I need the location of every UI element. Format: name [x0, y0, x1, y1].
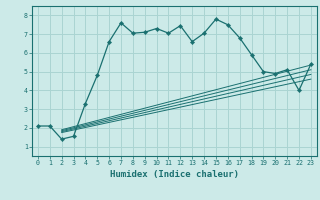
- X-axis label: Humidex (Indice chaleur): Humidex (Indice chaleur): [110, 170, 239, 179]
